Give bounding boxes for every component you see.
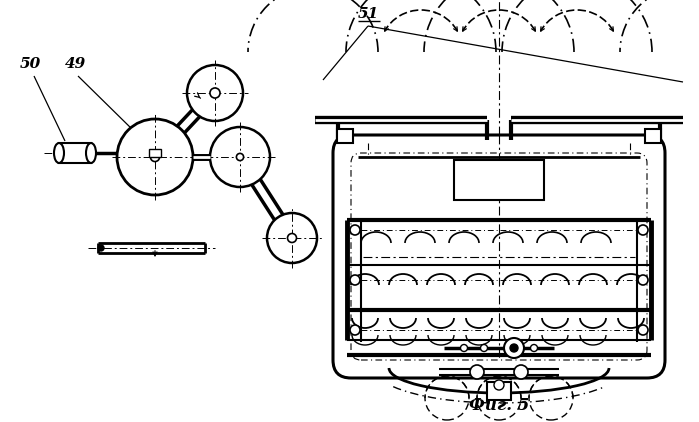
- Circle shape: [350, 325, 360, 335]
- Circle shape: [236, 154, 243, 161]
- Circle shape: [470, 365, 484, 379]
- Circle shape: [514, 365, 528, 379]
- Circle shape: [638, 225, 648, 235]
- Circle shape: [150, 152, 159, 162]
- Circle shape: [480, 344, 487, 352]
- Circle shape: [117, 119, 193, 195]
- Text: Фиг. 5: Фиг. 5: [469, 397, 529, 414]
- Ellipse shape: [54, 143, 64, 163]
- Text: 51: 51: [358, 7, 380, 21]
- Bar: [149, 149, 161, 157]
- Circle shape: [350, 275, 360, 285]
- Circle shape: [350, 225, 360, 235]
- Text: 50: 50: [20, 57, 41, 71]
- Circle shape: [187, 65, 243, 121]
- Circle shape: [98, 245, 104, 251]
- Circle shape: [267, 213, 317, 263]
- Circle shape: [638, 275, 648, 285]
- Circle shape: [510, 344, 518, 352]
- FancyBboxPatch shape: [333, 135, 665, 378]
- Bar: [487, 382, 511, 400]
- Circle shape: [504, 338, 524, 358]
- Circle shape: [210, 127, 270, 187]
- Bar: [454, 160, 544, 200]
- Circle shape: [287, 233, 296, 243]
- Circle shape: [461, 344, 468, 352]
- Ellipse shape: [86, 143, 96, 163]
- Circle shape: [638, 325, 648, 335]
- Bar: [645, 129, 661, 143]
- Circle shape: [210, 88, 220, 98]
- Bar: [59, 143, 91, 163]
- Circle shape: [531, 344, 538, 352]
- Text: 49: 49: [65, 57, 86, 71]
- Circle shape: [494, 380, 504, 390]
- Bar: [337, 129, 353, 143]
